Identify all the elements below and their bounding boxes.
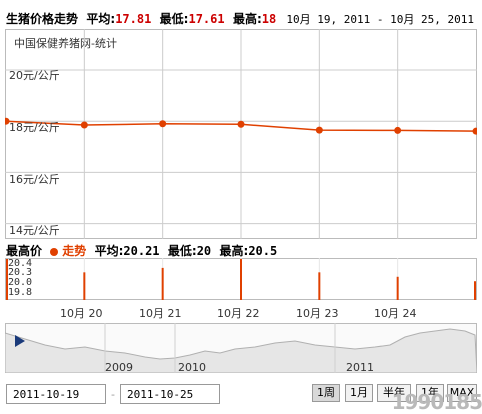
data-point-6 [472,127,477,135]
max-value: 18 [261,12,277,26]
sub-max-label: 最高: [219,244,249,258]
sub-min-label: 最低: [167,244,197,258]
data-point-3 [237,120,245,128]
volume-tick-1: 20.3 [8,267,33,278]
min-label: 最低: [159,12,189,26]
watermark-logo: 1990185 [391,390,482,414]
sub-avg-value: 20.21 [123,244,160,258]
chart-title: 生猪价格走势 [6,12,79,26]
range-button-1y[interactable]: 1年 [416,384,444,402]
range-button-max[interactable]: MAX [447,384,477,402]
sub-min-value: 20 [196,244,212,258]
range-button-1m[interactable]: 1月 [345,384,373,402]
sub-avg-label: 平均: [94,244,124,258]
date-separator: - [111,388,115,401]
range-button-6m[interactable]: 半年 [377,384,411,402]
avg-value: 17.81 [115,12,152,26]
navigator-area [5,328,477,373]
navigator-svg[interactable] [5,323,477,373]
trend-dot-icon [50,247,59,256]
avg-label: 平均: [86,12,116,26]
navigator-handle-icon[interactable] [15,335,25,347]
nav-year-0: 2009 [105,361,133,374]
y-tick-18: 18元/公斤 [9,121,60,134]
data-point-4 [315,126,323,134]
data-point-0 [5,117,10,125]
range-button-1w[interactable]: 1周 [312,384,340,402]
volume-tick-3: 19.8 [8,287,33,298]
nav-year-2: 2011 [346,361,374,374]
volume-tick-0: 20.4 [8,258,33,269]
data-point-5 [394,126,402,134]
min-value: 17.61 [188,12,225,26]
x-label-1: 10月 21 [139,307,182,320]
main-chart-svg [5,29,477,239]
volume-chart-svg [6,258,476,300]
x-label-0: 10月 20 [60,307,103,320]
sub-header: 最高价 走势 平均:20.21 最低:20 最高:20.5 [6,242,277,259]
data-point-1 [80,121,88,129]
start-date-input[interactable]: 2011-10-19 [6,384,106,404]
x-label-2: 10月 22 [217,307,260,320]
chart-header: 生猪价格走势 平均:17.81 最低:17.61 最高:18 [6,10,276,27]
y-tick-20: 20元/公斤 [9,69,60,82]
sub-max-value: 20.5 [248,244,278,258]
date-range: 10月 19, 2011 - 10月 25, 2011 [286,13,474,26]
nav-year-1: 2010 [178,361,206,374]
trend-label[interactable]: 走势 [62,244,87,258]
end-date-input[interactable]: 2011-10-25 [120,384,220,404]
max-label: 最高: [232,12,262,26]
x-label-3: 10月 23 [296,307,339,320]
chart-source: 中国保健养猪网-统计 [14,37,117,50]
x-label-4: 10月 24 [374,307,417,320]
sub-title: 最高价 [6,244,43,258]
y-tick-16: 16元/公斤 [9,173,60,186]
volume-tick-2: 20.0 [8,277,33,288]
data-point-2 [159,120,167,128]
y-tick-14: 14元/公斤 [9,224,60,237]
